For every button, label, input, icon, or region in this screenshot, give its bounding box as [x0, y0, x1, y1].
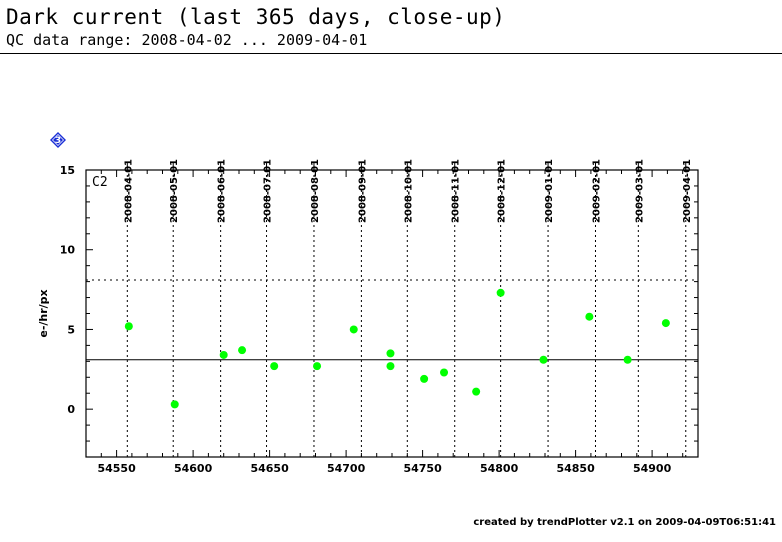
chart-subtitle: QC data range: 2008-04-02 ... 2009-04-01 — [6, 31, 368, 49]
data-point — [313, 362, 322, 371]
header-divider — [0, 53, 782, 54]
chart-axes: 0 5 10 15 54550 54600 54650 54700 54750 54800 5485… — [60, 164, 699, 475]
data-point — [420, 374, 429, 383]
data-point — [170, 400, 179, 409]
date-tick-label: 2008-05-01 — [169, 159, 180, 223]
data-point — [238, 346, 247, 355]
date-tick-label: 2008-10-01 — [403, 159, 414, 223]
footer-credit: created by trendPlotter v2.1 on 2009-04-… — [473, 517, 776, 528]
panel-label: C2 — [92, 175, 108, 190]
data-point — [219, 350, 228, 359]
data-point — [270, 362, 279, 371]
y-tick-label: 0 — [67, 403, 75, 416]
date-tick-label: 2008-04-01 — [123, 159, 134, 223]
chart-reference-lines — [86, 279, 698, 361]
chart-gridlines — [126, 162, 687, 457]
date-tick-label: 2008-07-01 — [263, 159, 274, 223]
data-point — [661, 319, 670, 328]
date-tick-label: 2009-02-01 — [591, 159, 602, 223]
y-tick-label: 10 — [60, 244, 76, 257]
x-tick-label: 54650 — [250, 462, 289, 475]
date-tick-label: 2009-03-01 — [634, 159, 645, 223]
x-tick-label: 54900 — [633, 462, 672, 475]
y-tick-label: 15 — [60, 164, 75, 177]
chart-points — [124, 288, 670, 409]
data-point — [496, 288, 505, 297]
date-tick-label: 2008-06-01 — [217, 159, 228, 223]
y-tick-label: 5 — [67, 323, 75, 336]
data-point — [440, 368, 449, 377]
x-tick-label: 54600 — [174, 462, 213, 475]
data-point — [623, 355, 632, 364]
data-point — [349, 325, 358, 334]
y-axis-label: e-/hr/px — [37, 289, 50, 337]
badge-label: 3 — [55, 136, 61, 146]
date-tick-label: 2008-11-01 — [451, 159, 462, 223]
date-axis: 2008-04-01 2008-05-01 2008-06-01 2008-07-01… — [123, 159, 692, 223]
data-point — [124, 322, 133, 331]
date-tick-label: 2009-04-01 — [682, 159, 693, 223]
x-tick-label: 54750 — [403, 462, 442, 475]
data-point — [585, 312, 594, 321]
x-tick-label: 54550 — [97, 462, 136, 475]
badge-3-icon: 3 — [50, 132, 66, 148]
date-tick-label: 2008-09-01 — [357, 159, 368, 223]
data-point — [386, 349, 395, 358]
chart-title: Dark current (last 365 days, close-up) — [6, 5, 506, 29]
x-tick-label: 54700 — [327, 462, 366, 475]
data-point — [539, 355, 548, 364]
x-tick-label: 54850 — [556, 462, 595, 475]
date-tick-label: 2008-12-01 — [497, 159, 508, 223]
date-tick-label: 2009-01-01 — [544, 159, 555, 223]
data-point — [386, 362, 395, 371]
date-tick-label: 2008-08-01 — [310, 159, 321, 223]
x-tick-label: 54800 — [480, 462, 519, 475]
data-point — [472, 387, 481, 396]
